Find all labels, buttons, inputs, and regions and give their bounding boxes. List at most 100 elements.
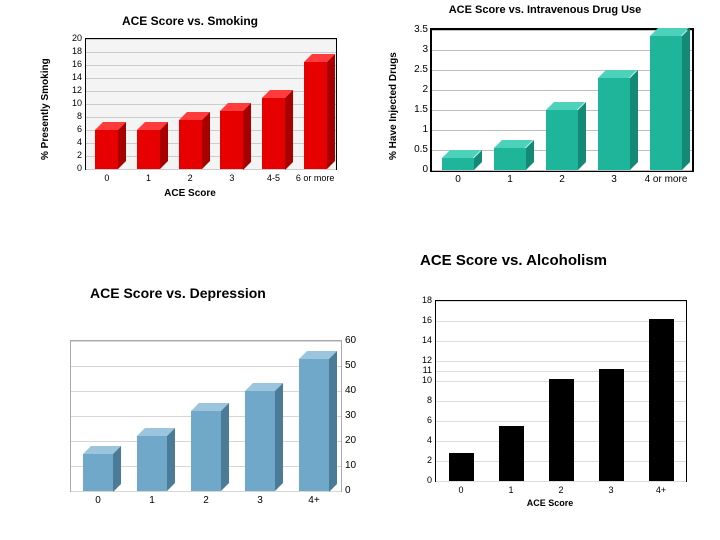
y-tick-label: 1.5 <box>400 104 428 115</box>
gridline <box>86 65 336 66</box>
gridline <box>71 491 341 492</box>
y-tick-label: 2.5 <box>400 64 428 75</box>
y-tick-label: 11 <box>404 365 432 375</box>
y-tick-label: 2 <box>54 150 82 160</box>
bar <box>245 391 275 491</box>
bar <box>220 111 243 170</box>
y-tick-label: 18 <box>404 295 432 305</box>
y-tick-label: 0 <box>400 164 428 175</box>
bar <box>499 426 524 481</box>
x-tick-label: 4 or more <box>636 174 696 185</box>
gridline <box>86 78 336 79</box>
gridline <box>86 39 336 40</box>
bar <box>137 436 167 491</box>
y-tick-label: 10 <box>54 98 82 108</box>
y-tick-label: 14 <box>54 72 82 82</box>
y-tick-label: 6 <box>404 415 432 425</box>
chart-alcoholism: 0246810111214161801234+ ACE Score <box>400 290 700 520</box>
bar <box>95 130 118 169</box>
x-tick-label: 0 <box>428 174 488 185</box>
y-tick-label: 16 <box>404 315 432 325</box>
y-axis-label: % Have Injected Drugs <box>388 52 399 160</box>
gridline <box>432 170 692 171</box>
x-tick-label: 3 <box>584 174 644 185</box>
y-tick-label: 8 <box>404 395 432 405</box>
gridline <box>86 52 336 53</box>
plot-area: 0246810111214161801234+ <box>435 300 687 482</box>
plot-area: 010203040506001234+ <box>70 340 342 492</box>
x-tick-label: 2 <box>532 174 592 185</box>
y-tick-label: 3 <box>400 44 428 55</box>
bar <box>598 78 629 170</box>
y-tick-label: 10 <box>404 375 432 385</box>
gridline <box>432 30 692 31</box>
chart-title: ACE Score vs. Smoking <box>30 14 350 28</box>
gridline <box>86 104 336 105</box>
x-tick-label: 2 <box>176 495 236 506</box>
y-tick-label: 40 <box>345 385 375 396</box>
y-tick-label: 18 <box>54 46 82 56</box>
gridline <box>436 481 686 482</box>
y-tick-label: 10 <box>345 460 375 471</box>
bar <box>546 110 577 170</box>
plot-area: 0246810121416182001234-56 or more <box>85 38 337 170</box>
y-tick-label: 8 <box>54 111 82 121</box>
bar <box>494 148 525 170</box>
y-tick-label: 0 <box>404 475 432 485</box>
bar <box>191 411 221 491</box>
y-axis-label: % Presently Smoking <box>40 58 51 160</box>
y-tick-label: 1 <box>400 124 428 135</box>
bar <box>262 98 285 170</box>
gridline <box>436 301 686 302</box>
x-tick-label: 6 or more <box>285 173 345 183</box>
chart-title: ACE Score vs. Intravenous Drug Use <box>380 4 710 16</box>
bar <box>649 319 674 481</box>
y-tick-label: 4 <box>404 435 432 445</box>
y-tick-label: 14 <box>404 335 432 345</box>
x-tick-label: 0 <box>68 495 128 506</box>
x-axis-label: ACE Score <box>30 188 350 199</box>
chart-smoking: ACE Score vs. Smoking % Presently Smokin… <box>30 10 350 210</box>
y-tick-label: 0 <box>345 485 375 496</box>
chart-depression-title: ACE Score vs. Depression <box>90 285 266 301</box>
x-axis-label: ACE Score <box>400 498 700 508</box>
bar <box>179 120 202 169</box>
x-tick-label: 4+ <box>631 485 691 495</box>
y-tick-label: 20 <box>54 33 82 43</box>
bar <box>299 359 329 492</box>
y-tick-label: 12 <box>404 355 432 365</box>
y-tick-label: 3.5 <box>400 24 428 35</box>
gridline <box>86 91 336 92</box>
chart-alcoholism-title: ACE Score vs. Alcoholism <box>420 252 607 269</box>
bar <box>599 369 624 481</box>
y-tick-label: 0.5 <box>400 144 428 155</box>
y-tick-label: 60 <box>345 335 375 346</box>
bar <box>549 379 574 481</box>
plot-area: 00.511.522.533.501234 or more <box>430 28 694 172</box>
chart-depression: 010203040506001234+ <box>55 330 375 525</box>
y-tick-label: 30 <box>345 410 375 421</box>
y-tick-label: 20 <box>345 435 375 446</box>
bar <box>137 130 160 169</box>
gridline <box>86 117 336 118</box>
chart-ivdrug: ACE Score vs. Intravenous Drug Use % Hav… <box>380 0 710 210</box>
x-tick-label: 3 <box>230 495 290 506</box>
bar <box>650 36 681 170</box>
y-tick-label: 50 <box>345 360 375 371</box>
bar <box>449 453 474 481</box>
gridline <box>86 169 336 170</box>
y-tick-label: 2 <box>404 455 432 465</box>
bar <box>304 62 327 169</box>
bar <box>442 158 473 170</box>
y-tick-label: 0 <box>54 163 82 173</box>
y-tick-label: 16 <box>54 59 82 69</box>
x-tick-label: 4+ <box>284 495 344 506</box>
y-tick-label: 6 <box>54 124 82 134</box>
gridline <box>71 341 341 342</box>
x-tick-label: 1 <box>480 174 540 185</box>
x-tick-label: 1 <box>122 495 182 506</box>
y-tick-label: 12 <box>54 85 82 95</box>
bar <box>83 454 113 492</box>
y-tick-label: 2 <box>400 84 428 95</box>
y-tick-label: 4 <box>54 137 82 147</box>
